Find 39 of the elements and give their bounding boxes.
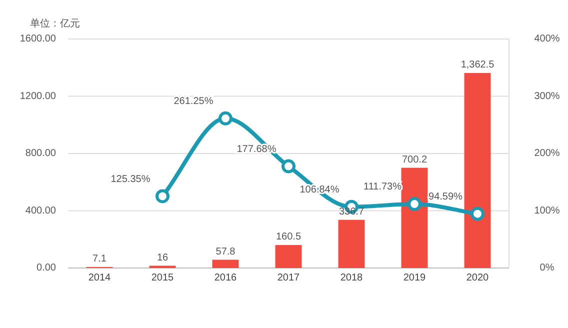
xtick: 2018 <box>340 272 363 284</box>
point <box>282 159 296 174</box>
bar <box>338 220 365 268</box>
ytick: 1200.00 <box>20 90 56 102</box>
point <box>408 197 422 212</box>
data-label: 125.35% <box>110 174 150 185</box>
data-label: 16 <box>156 252 168 264</box>
point <box>156 189 170 204</box>
y2tick: 100% <box>534 205 560 216</box>
data-label: 336.7 <box>338 206 364 218</box>
xtick: 2020 <box>466 272 489 284</box>
y2tick: 400% <box>534 34 560 45</box>
data-label: 160.5 <box>276 232 302 243</box>
bar <box>464 72 491 268</box>
data-label: 111.73% <box>364 182 402 193</box>
ytick: 800.00 <box>25 148 56 160</box>
xtick: 2016 <box>214 272 237 284</box>
y2tick: 300% <box>534 90 560 102</box>
bar <box>401 168 428 268</box>
xtick: 2017 <box>277 272 300 284</box>
data-label: 7.1 <box>92 254 106 265</box>
bar <box>212 260 239 268</box>
data-label: 94.59% <box>428 192 462 202</box>
xtick: 2014 <box>88 272 111 284</box>
ytick: 1600.00 <box>20 34 56 45</box>
ylabel: 单位：亿元 <box>30 18 80 30</box>
xtick: 2015 <box>151 272 174 284</box>
y2tick: 200% <box>534 148 560 160</box>
data-label: 1,362.5 <box>460 60 494 71</box>
ytick: 400.00 <box>25 205 56 216</box>
point <box>218 111 232 126</box>
bar <box>275 245 302 268</box>
point <box>470 206 484 221</box>
xtick: 2019 <box>403 272 426 284</box>
ytick: 0.00 <box>36 262 56 274</box>
data-label: 57.8 <box>216 246 236 258</box>
data-label: 700.2 <box>402 154 428 166</box>
data-label: 261.25% <box>174 96 214 108</box>
y2tick: 0% <box>540 262 554 274</box>
